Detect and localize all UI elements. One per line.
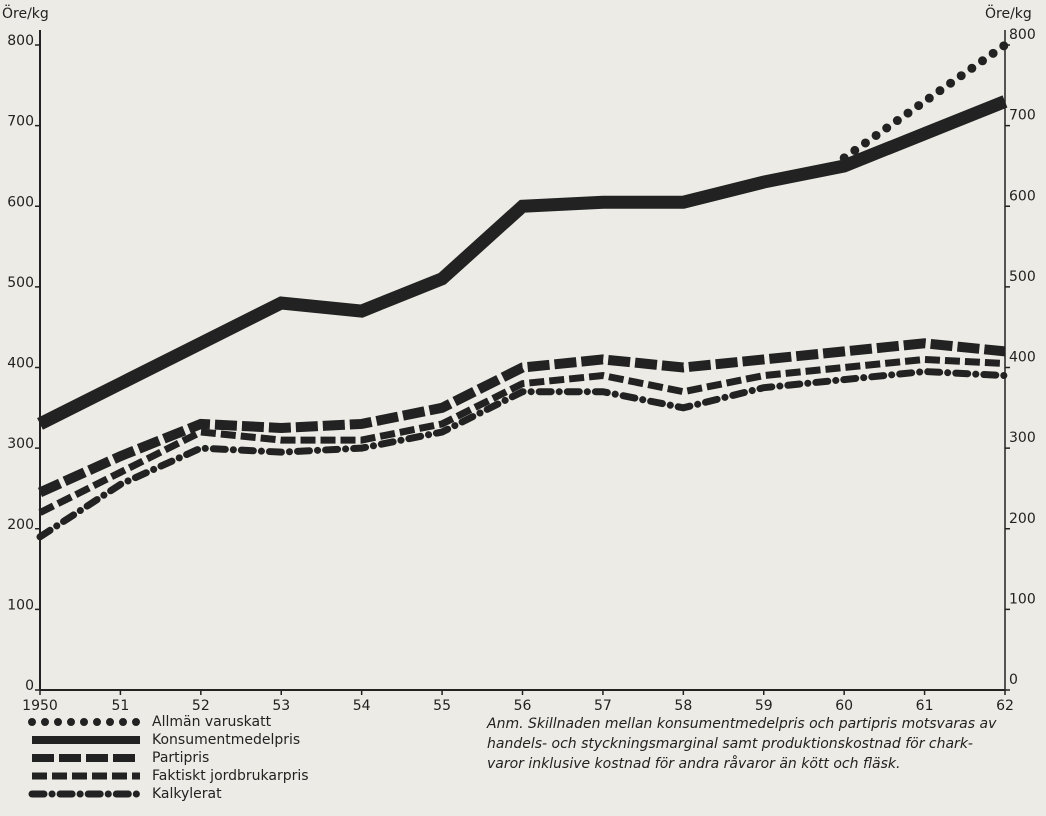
y2-tick-label: 200	[1009, 511, 1036, 527]
legend-label: Faktiskt jordbrukarpris	[152, 768, 309, 784]
x-tick-label: 1950	[22, 698, 58, 714]
y2-axis-label: Öre/kg	[985, 4, 1032, 22]
x-tick-label: 54	[353, 698, 371, 714]
series-line	[36, 368, 1009, 541]
series-line	[37, 95, 1008, 430]
y-tick-label: 300	[7, 436, 34, 452]
x-tick-label: 52	[192, 698, 210, 714]
legend-label: Partipris	[152, 750, 209, 766]
y-tick-label: 800	[7, 33, 34, 49]
y2-tick-label: 0	[1009, 672, 1018, 688]
y2-tick-label: 700	[1009, 108, 1036, 124]
legend-label: Kalkylerat	[152, 786, 222, 802]
y-tick-label: 500	[7, 275, 34, 291]
x-tick-label: 56	[514, 698, 532, 714]
x-tick-label: 55	[433, 698, 451, 714]
x-tick-label: 61	[916, 698, 934, 714]
x-tick-label: 58	[674, 698, 692, 714]
legend-label: Allmän varuskatt	[152, 714, 272, 730]
series-line	[37, 338, 1006, 498]
x-tick-label: 59	[755, 698, 773, 714]
y-tick-label: 400	[7, 356, 34, 372]
legend-label: Konsumentmedelpris	[152, 732, 300, 748]
y2-tick-label: 500	[1009, 269, 1036, 285]
x-tick-label: 62	[996, 698, 1014, 714]
x-tick-label: 60	[835, 698, 853, 714]
y-tick-label: 100	[7, 597, 34, 613]
annotation: varor inklusive kostnad för andra råvaro…	[487, 755, 900, 772]
series-line	[38, 355, 1006, 516]
y2-tick-label: 800	[1009, 27, 1036, 43]
y-tick-label: 200	[7, 517, 34, 533]
y-tick-label: 0	[25, 678, 34, 694]
y2-tick-label: 400	[1009, 350, 1036, 366]
x-tick-label: 51	[112, 698, 130, 714]
annotation: Anm. Skillnaden mellan konsumentmedelpri…	[486, 716, 997, 732]
y2-tick-label: 600	[1009, 188, 1036, 204]
y-tick-label: 700	[7, 114, 34, 130]
y-tick-label: 600	[7, 194, 34, 210]
y-axis-label: Öre/kg	[2, 4, 49, 22]
y2-tick-label: 300	[1009, 430, 1036, 446]
y2-tick-label: 100	[1009, 591, 1036, 607]
x-tick-label: 53	[272, 698, 290, 714]
annotation: handels- och styckningsmarginal samt pro…	[487, 736, 973, 752]
x-tick-label: 57	[594, 698, 612, 714]
